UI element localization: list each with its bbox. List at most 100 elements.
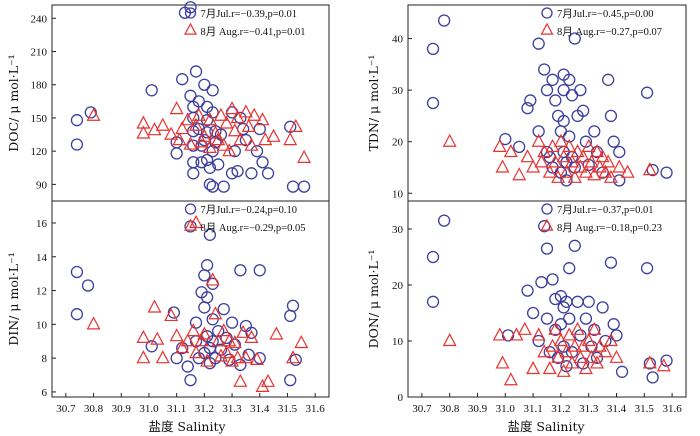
- doc-july-point: [212, 158, 225, 171]
- tdn-august-point: [503, 144, 518, 158]
- din-july-point: [198, 301, 211, 314]
- din-july-point: [239, 319, 253, 333]
- don-august-point: [570, 321, 585, 335]
- tdn-august-point: [601, 154, 616, 168]
- din-y-tick-label: 10: [36, 319, 48, 331]
- din-august-point: [189, 345, 204, 359]
- tdn-august-point: [576, 149, 591, 163]
- din-august-point: [200, 353, 215, 367]
- doc-august-point: [147, 122, 162, 136]
- doc-july-point: [253, 122, 266, 136]
- din-y-tick-label: 12: [36, 286, 47, 298]
- doc-august-point: [189, 117, 204, 131]
- tdn-august-point: [495, 159, 510, 173]
- din-x-tick-label: 31.2: [195, 403, 214, 415]
- don-july-point: [557, 340, 570, 353]
- tdn-july-point: [565, 89, 579, 102]
- tdn-august-point: [570, 144, 585, 158]
- doc-july-point: [84, 106, 97, 119]
- tdn-july-point: [576, 104, 590, 117]
- din-july-point: [200, 291, 214, 304]
- doc-august-point: [227, 123, 242, 137]
- tdn-august-point: [578, 164, 593, 178]
- don-july-point: [543, 346, 556, 359]
- tdn-august-point: [565, 154, 580, 168]
- din-july-point: [145, 340, 158, 353]
- tdn-august-point: [603, 169, 618, 183]
- don-y-tick-label: 0: [398, 392, 404, 404]
- tdn-legend-july-marker: [541, 7, 553, 19]
- tdn-august-point: [587, 167, 602, 181]
- tdn-july-point: [549, 94, 562, 107]
- don-july-point: [563, 262, 576, 275]
- tdn-august-point: [556, 149, 571, 163]
- don-july-point: [576, 357, 590, 370]
- tdn-august-point: [598, 164, 613, 178]
- don-x-tick-label: 31.4: [607, 403, 627, 415]
- tdn-august-point: [567, 169, 582, 183]
- din-august-point: [238, 350, 253, 364]
- din-july-point: [189, 316, 203, 329]
- din-plot-frame: [51, 200, 330, 398]
- doc-july-point: [187, 125, 200, 138]
- tdn-august-point: [595, 149, 610, 163]
- don-august-point: [603, 333, 618, 347]
- din-august-point: [230, 350, 245, 364]
- doc-august-point: [297, 149, 312, 163]
- tdn-july-point: [646, 163, 659, 177]
- don-july-point: [604, 256, 618, 269]
- tdn-july-point: [568, 32, 581, 45]
- doc-august-point: [172, 132, 187, 146]
- tdn-august-point: [520, 149, 535, 163]
- din-august-point: [136, 329, 151, 343]
- don-july-point: [574, 329, 587, 342]
- don-y-tick-label: 30: [392, 224, 404, 236]
- don-august-point: [492, 327, 507, 341]
- din-july-point: [212, 324, 225, 338]
- tdn-july-point: [426, 42, 440, 55]
- din-legend-august-text: 8月 Aug.r=−0.29,p=0.05: [201, 222, 306, 234]
- don-july-point: [437, 214, 451, 227]
- din-legend-july-marker: [184, 203, 197, 215]
- tdn-august-point: [612, 159, 627, 173]
- doc-july-point: [231, 164, 244, 178]
- doc-august-point: [283, 132, 298, 146]
- don-august-point: [542, 361, 557, 375]
- din-august-point: [261, 373, 276, 387]
- doc-july-point: [176, 73, 189, 86]
- din-x-tick-label: 30.8: [84, 403, 104, 415]
- tdn-july-point: [538, 63, 551, 76]
- doc-july-point: [256, 156, 269, 169]
- tdn-august-point: [542, 164, 557, 178]
- din-july-point: [184, 373, 197, 387]
- tdn-y-tick-label: 40: [392, 34, 404, 46]
- don-july-point: [540, 312, 554, 325]
- don-july-point: [582, 295, 595, 308]
- tdn-july-point: [557, 83, 570, 97]
- din-legend-august-marker: [183, 218, 198, 231]
- din-july-point: [203, 228, 217, 241]
- tdn-july-point: [437, 14, 451, 27]
- doc-july-point: [234, 111, 247, 125]
- tdn-legend-august-marker: [540, 22, 554, 35]
- doc-july-point: [217, 180, 230, 193]
- don-x-tick-label: 30.8: [440, 403, 460, 415]
- doc-august-point: [175, 121, 190, 135]
- don-july-point: [521, 284, 534, 297]
- don-x-tick-label: 31.5: [635, 403, 655, 415]
- din-august-point: [169, 328, 184, 342]
- tdn-august-point: [620, 164, 635, 178]
- doc-y-tick-label: 150: [31, 113, 48, 125]
- din-august-point: [225, 353, 240, 367]
- don-august-point: [592, 338, 607, 352]
- doc-y-tick-label: 120: [31, 146, 48, 158]
- din-july-point: [81, 279, 95, 292]
- doc-august-point: [155, 117, 170, 131]
- doc-july-point: [195, 156, 208, 169]
- don-august-point: [642, 355, 657, 369]
- don-july-point: [540, 242, 554, 255]
- tdn-july-point: [532, 125, 545, 138]
- din-august-point: [219, 345, 234, 359]
- din-y-tick-label: 14: [36, 252, 48, 264]
- tdn-july-point: [560, 174, 573, 187]
